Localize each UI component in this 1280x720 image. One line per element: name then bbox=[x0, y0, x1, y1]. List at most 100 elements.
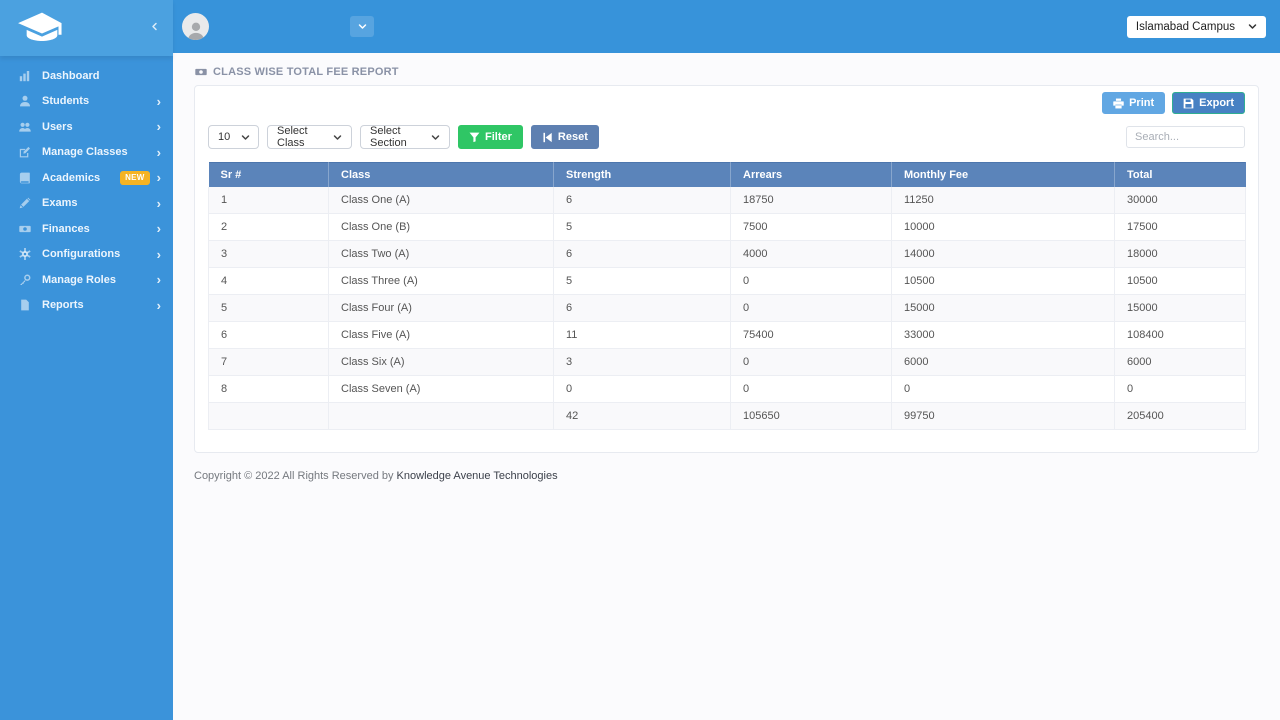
users-icon bbox=[19, 121, 33, 133]
gear-icon bbox=[19, 248, 33, 261]
column-header: Monthly Fee bbox=[891, 162, 1115, 187]
save-icon bbox=[1183, 98, 1194, 108]
sidebar-item-label: Students bbox=[42, 95, 90, 108]
chevron-right-icon: › bbox=[156, 93, 161, 109]
sidebar-collapse-button[interactable] bbox=[150, 17, 164, 35]
table-cell: 6 bbox=[553, 294, 731, 322]
table-cell: 6000 bbox=[891, 348, 1115, 376]
export-button[interactable]: Export bbox=[1172, 92, 1245, 114]
sidebar-item-dashboard[interactable]: Dashboard bbox=[0, 63, 173, 89]
search-input[interactable] bbox=[1126, 126, 1245, 148]
chevron-down-icon bbox=[242, 134, 250, 140]
table-cell: 75400 bbox=[730, 321, 892, 349]
campus-select[interactable]: Islamabad Campus bbox=[1126, 15, 1266, 38]
table-cell: Class Seven (A) bbox=[328, 375, 554, 403]
table-row: 8 Class Seven (A) 0 0 0 0 bbox=[208, 375, 1246, 403]
chevron-right-icon: › bbox=[156, 272, 161, 288]
table-cell: 4000 bbox=[730, 240, 892, 268]
table-cell: 18750 bbox=[730, 187, 892, 214]
sidebar-item-manage-classes[interactable]: Manage Classes › bbox=[0, 140, 173, 166]
table-cell: 14000 bbox=[891, 240, 1115, 268]
table-cell: 0 bbox=[553, 375, 731, 403]
table-cell: Class Three (A) bbox=[328, 267, 554, 295]
table-cell: 205400 bbox=[1114, 402, 1246, 430]
export-button-label: Export bbox=[1199, 97, 1234, 109]
chevron-right-icon: › bbox=[156, 221, 161, 237]
table-cell: Class Four (A) bbox=[328, 294, 554, 322]
section-select[interactable]: Select Section bbox=[360, 125, 450, 149]
table-cell: 0 bbox=[1114, 375, 1246, 403]
chevron-down-icon bbox=[1248, 24, 1257, 29]
person-icon bbox=[187, 22, 204, 40]
table-cell: 10500 bbox=[891, 267, 1115, 295]
company-link[interactable]: Knowledge Avenue Technologies bbox=[396, 470, 558, 482]
print-button[interactable]: Print bbox=[1102, 92, 1166, 114]
column-header: Strength bbox=[553, 162, 731, 187]
table-cell: Class One (B) bbox=[328, 213, 554, 241]
sidebar-item-finances[interactable]: Finances › bbox=[0, 216, 173, 242]
user-menu-button[interactable] bbox=[350, 16, 374, 37]
table-cell: 7500 bbox=[730, 213, 892, 241]
table-cell: 11250 bbox=[891, 187, 1115, 214]
table-cell: 6 bbox=[553, 240, 731, 268]
chevron-left-icon bbox=[152, 22, 157, 30]
table-cell bbox=[328, 402, 554, 430]
table-row: 7 Class Six (A) 3 0 6000 6000 bbox=[208, 348, 1246, 376]
sidebar-nav: Dashboard Students › Users › Manage Classes › A… bbox=[0, 56, 173, 318]
table-cell: Class Six (A) bbox=[328, 348, 554, 376]
table-row: 3 Class Two (A) 6 4000 14000 18000 bbox=[208, 240, 1246, 268]
sidebar-item-label: Exams bbox=[42, 197, 78, 210]
campus-select-value: Islamabad Campus bbox=[1135, 20, 1235, 33]
table-cell: 5 bbox=[553, 267, 731, 295]
print-button-label: Print bbox=[1129, 97, 1155, 109]
reset-button[interactable]: Reset bbox=[530, 125, 599, 149]
table-cell: 3 bbox=[553, 348, 731, 376]
totals-row: 42 105650 99750 205400 bbox=[208, 402, 1246, 430]
sidebar-item-label: Academics bbox=[42, 171, 101, 184]
funnel-icon bbox=[469, 132, 480, 142]
reset-button-label: Reset bbox=[557, 131, 588, 143]
table-cell: 3 bbox=[208, 240, 329, 268]
report-card: Print Export 10 Select Class Select Sect… bbox=[194, 85, 1259, 453]
sidebar-item-label: Dashboard bbox=[42, 69, 100, 82]
page-size-select[interactable]: 10 bbox=[208, 125, 259, 149]
table-cell: 11 bbox=[553, 321, 731, 349]
class-select[interactable]: Select Class bbox=[267, 125, 352, 149]
filter-button[interactable]: Filter bbox=[458, 125, 523, 149]
sidebar-item-exams[interactable]: Exams › bbox=[0, 191, 173, 217]
sidebar-item-academics[interactable]: Academics NEW › bbox=[0, 165, 173, 191]
skip-back-icon bbox=[543, 132, 552, 142]
table-row: 1 Class One (A) 6 18750 11250 30000 bbox=[208, 187, 1246, 214]
table-cell: 33000 bbox=[891, 321, 1115, 349]
header-row: Sr # Class Strength Arrears Monthly Fee Total bbox=[208, 162, 1246, 187]
user-avatar[interactable] bbox=[182, 13, 209, 40]
table-cell: 6 bbox=[208, 321, 329, 349]
page-title: CLASS WISE TOTAL FEE REPORT bbox=[194, 66, 1280, 78]
table-cell: 105650 bbox=[730, 402, 892, 430]
fee-table-body: 1 Class One (A) 6 18750 11250 30000 2 Class One… bbox=[208, 187, 1246, 430]
sidebar-item-label: Configurations bbox=[42, 248, 121, 261]
sidebar-item-configurations[interactable]: Configurations › bbox=[0, 242, 173, 268]
table-cell: Class Two (A) bbox=[328, 240, 554, 268]
sidebar-item-students[interactable]: Students › bbox=[0, 89, 173, 115]
export-toolbar: Print Export bbox=[208, 92, 1245, 114]
table-row: 5 Class Four (A) 6 0 15000 15000 bbox=[208, 294, 1246, 322]
bar-chart-icon bbox=[19, 70, 33, 82]
table-cell: 17500 bbox=[1114, 213, 1246, 241]
sidebar-item-users[interactable]: Users › bbox=[0, 114, 173, 140]
sidebar-item-label: Manage Roles bbox=[42, 273, 116, 286]
copyright-text: Copyright © 2022 All Rights Reserved by bbox=[194, 470, 397, 482]
table-row: 6 Class Five (A) 11 75400 33000 108400 bbox=[208, 321, 1246, 349]
table-cell: 1 bbox=[208, 187, 329, 214]
chevron-down-icon bbox=[358, 24, 366, 29]
sidebar-item-reports[interactable]: Reports › bbox=[0, 293, 173, 319]
fee-table-head: Sr # Class Strength Arrears Monthly Fee Total bbox=[208, 162, 1246, 187]
app-logo[interactable] bbox=[0, 0, 173, 56]
table-cell: 15000 bbox=[891, 294, 1115, 322]
cash-icon bbox=[195, 68, 207, 76]
table-cell: 99750 bbox=[891, 402, 1115, 430]
chevron-right-icon: › bbox=[156, 297, 161, 313]
sidebar-item-manage-roles[interactable]: Manage Roles › bbox=[0, 267, 173, 293]
chevron-right-icon: › bbox=[156, 119, 161, 135]
sidebar-item-label: Finances bbox=[42, 222, 90, 235]
